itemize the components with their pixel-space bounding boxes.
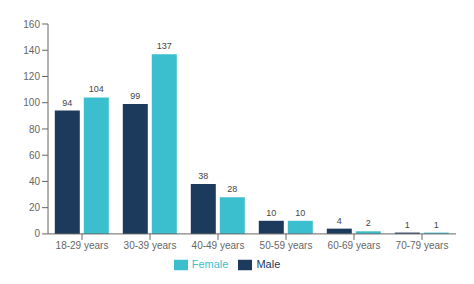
svg-text:120: 120 <box>23 71 40 82</box>
html-text:Male: Male <box>256 257 281 270</box>
svg-text:2: 2 <box>366 218 371 228</box>
svg-text:4: 4 <box>337 216 342 226</box>
svg-text:18-29 years: 18-29 years <box>56 240 109 251</box>
svg-text:28: 28 <box>227 184 237 194</box>
svg-text:30-39 years: 30-39 years <box>124 240 177 251</box>
svg-text:20: 20 <box>29 202 41 213</box>
svg-text:60-69 years: 60-69 years <box>328 240 381 251</box>
svg-text:104: 104 <box>89 84 104 94</box>
svg-text:10: 10 <box>295 208 305 218</box>
svg-text:80: 80 <box>29 124 41 135</box>
svg-text:40-49 years: 40-49 years <box>192 240 245 251</box>
svg-text:1: 1 <box>405 220 410 230</box>
svg-text:10: 10 <box>266 208 276 218</box>
svg-text:137: 137 <box>157 41 172 51</box>
svg-text:160: 160 <box>23 19 40 30</box>
svg-text:140: 140 <box>23 45 40 56</box>
svg-text:99: 99 <box>130 91 140 101</box>
svg-text:94: 94 <box>62 98 72 108</box>
svg-text:50-59 years: 50-59 years <box>260 240 313 251</box>
svg-text:40: 40 <box>29 176 41 187</box>
svg-text:100: 100 <box>23 97 40 108</box>
svg-text:60: 60 <box>29 150 41 161</box>
svg-text:1: 1 <box>434 220 439 230</box>
svg-text:70-79 years: 70-79 years <box>396 240 449 251</box>
svg-text:0: 0 <box>34 228 40 239</box>
html-text:Female: Female <box>191 257 229 270</box>
svg-text:38: 38 <box>198 171 208 181</box>
